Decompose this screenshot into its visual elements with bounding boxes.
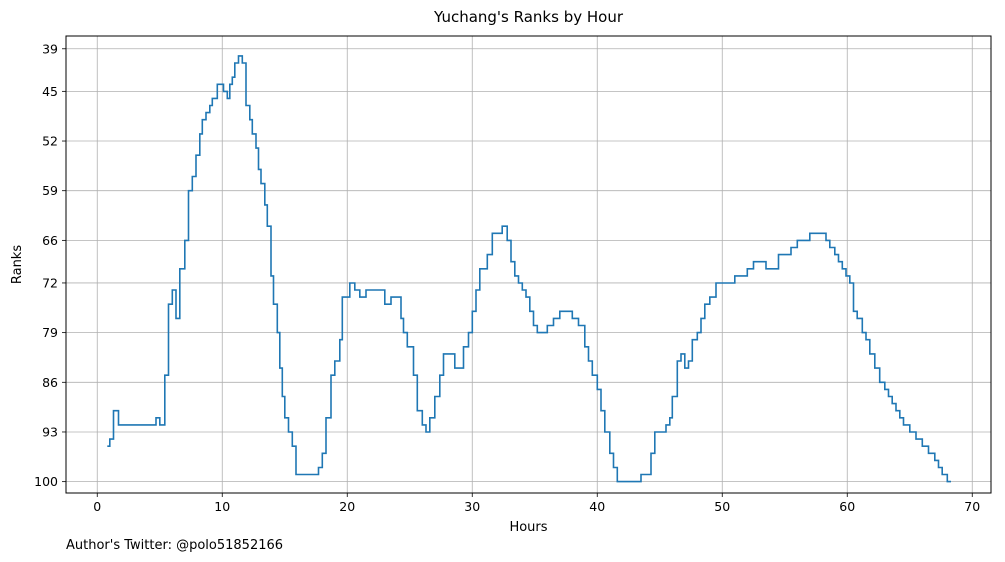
x-tick-label: 70 (964, 499, 980, 514)
y-tick-label: 93 (42, 424, 58, 439)
x-tick-label: 0 (93, 499, 101, 514)
y-tick-label: 52 (42, 134, 58, 149)
x-tick-label: 20 (339, 499, 355, 514)
y-tick-label: 100 (34, 474, 58, 489)
y-tick-label: 79 (42, 325, 58, 340)
y-tick-label: 59 (42, 183, 58, 198)
x-tick-label: 30 (464, 499, 480, 514)
series-line (107, 55, 951, 483)
y-tick-label: 39 (42, 41, 58, 56)
y-tick-label: 45 (42, 84, 58, 99)
author-twitter-note: Author's Twitter: @polo51852166 (66, 538, 284, 553)
x-axis-ticks: 0 10 20 30 40 50 60 70 (93, 493, 980, 514)
y-axis-ticks: 39 45 52 59 66 72 79 86 93 100 (34, 41, 66, 489)
plot-frame (65, 35, 992, 494)
x-axis-title: Hours (509, 520, 547, 535)
x-tick-label: 50 (714, 499, 730, 514)
x-tick-label: 10 (214, 499, 230, 514)
y-axis-title: Ranks (10, 245, 25, 284)
x-tick-label: 60 (839, 499, 855, 514)
series-layer (107, 55, 951, 483)
y-tick-label: 66 (42, 233, 58, 248)
x-tick-label: 40 (589, 499, 605, 514)
y-tick-label: 86 (42, 375, 58, 390)
chart-title: Yuchang's Ranks by Hour (433, 8, 624, 26)
grid-lines (66, 36, 991, 493)
y-tick-label: 72 (42, 275, 58, 290)
